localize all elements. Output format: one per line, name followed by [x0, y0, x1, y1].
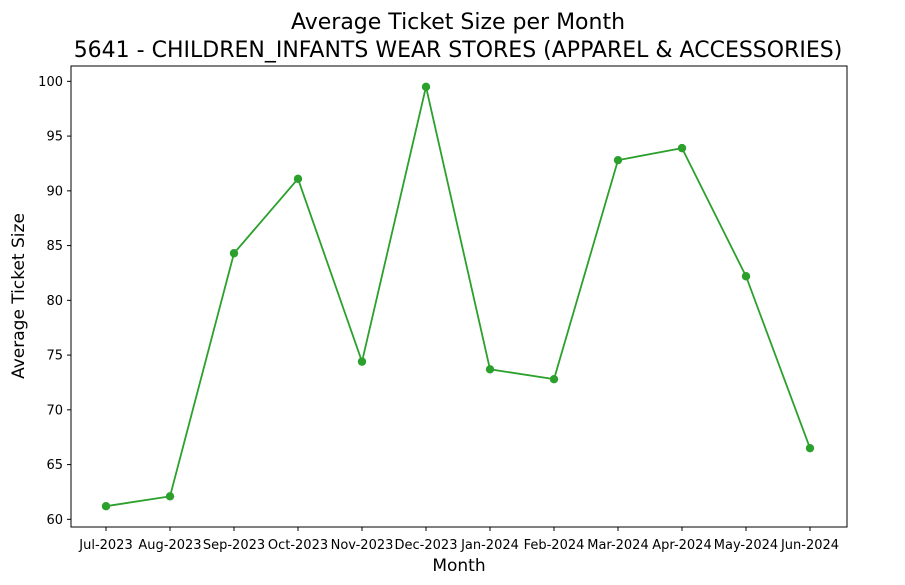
- y-tick-label: 100: [38, 75, 63, 90]
- y-tick-label: 90: [46, 184, 63, 199]
- x-tick-label: Dec-2023: [395, 538, 458, 553]
- y-axis: 60 65 70 75 80 85 90 95 100: [38, 75, 71, 528]
- x-tick-label: Apr-2024: [652, 538, 711, 553]
- data-point: [549, 374, 559, 384]
- x-tick-label: Mar-2024: [587, 538, 648, 553]
- data-point: [485, 365, 495, 374]
- x-axis: Jul-2023 Aug-2023 Sep-2023 Oct-2023 Nov-2023…: [78, 527, 839, 553]
- data-point: [293, 174, 303, 183]
- data-point: [165, 492, 175, 501]
- data-point: [229, 249, 239, 258]
- data-point: [421, 82, 431, 92]
- chart-subtitle: 5641 - CHILDREN_INFANTS WEAR STORES (APP…: [74, 38, 843, 63]
- series-line: [105, 86, 811, 508]
- x-tick-label: Feb-2024: [524, 538, 585, 553]
- series-group: [101, 82, 815, 511]
- data-point: [677, 143, 687, 153]
- y-tick-label: 75: [46, 349, 63, 364]
- x-axis-label: Month: [432, 556, 485, 576]
- y-tick-label: 60: [46, 513, 63, 528]
- data-point: [805, 443, 815, 453]
- x-tick-label: Oct-2023: [268, 538, 328, 553]
- plot-area: [70, 65, 848, 528]
- y-tick-label: 70: [46, 403, 63, 418]
- x-tick-label: Sep-2023: [203, 538, 265, 553]
- y-tick-label: 95: [46, 130, 63, 145]
- y-tick-label: 65: [46, 458, 63, 473]
- y-tick-label: 85: [46, 239, 63, 254]
- data-point: [101, 501, 111, 511]
- x-tick-label: Jun-2024: [780, 538, 839, 553]
- x-tick-label: Jul-2023: [78, 538, 132, 553]
- data-point: [613, 155, 623, 165]
- data-point: [741, 272, 751, 281]
- y-axis-label: Average Ticket Size: [9, 213, 29, 379]
- x-tick-label: Aug-2023: [138, 538, 201, 553]
- x-tick-label: May-2024: [714, 538, 778, 553]
- chart-title: Average Ticket Size per Month: [291, 10, 625, 35]
- y-tick-label: 80: [46, 294, 63, 309]
- data-point: [357, 357, 367, 366]
- x-tick-label: Nov-2023: [331, 538, 394, 553]
- x-tick-label: Jan-2024: [460, 538, 519, 553]
